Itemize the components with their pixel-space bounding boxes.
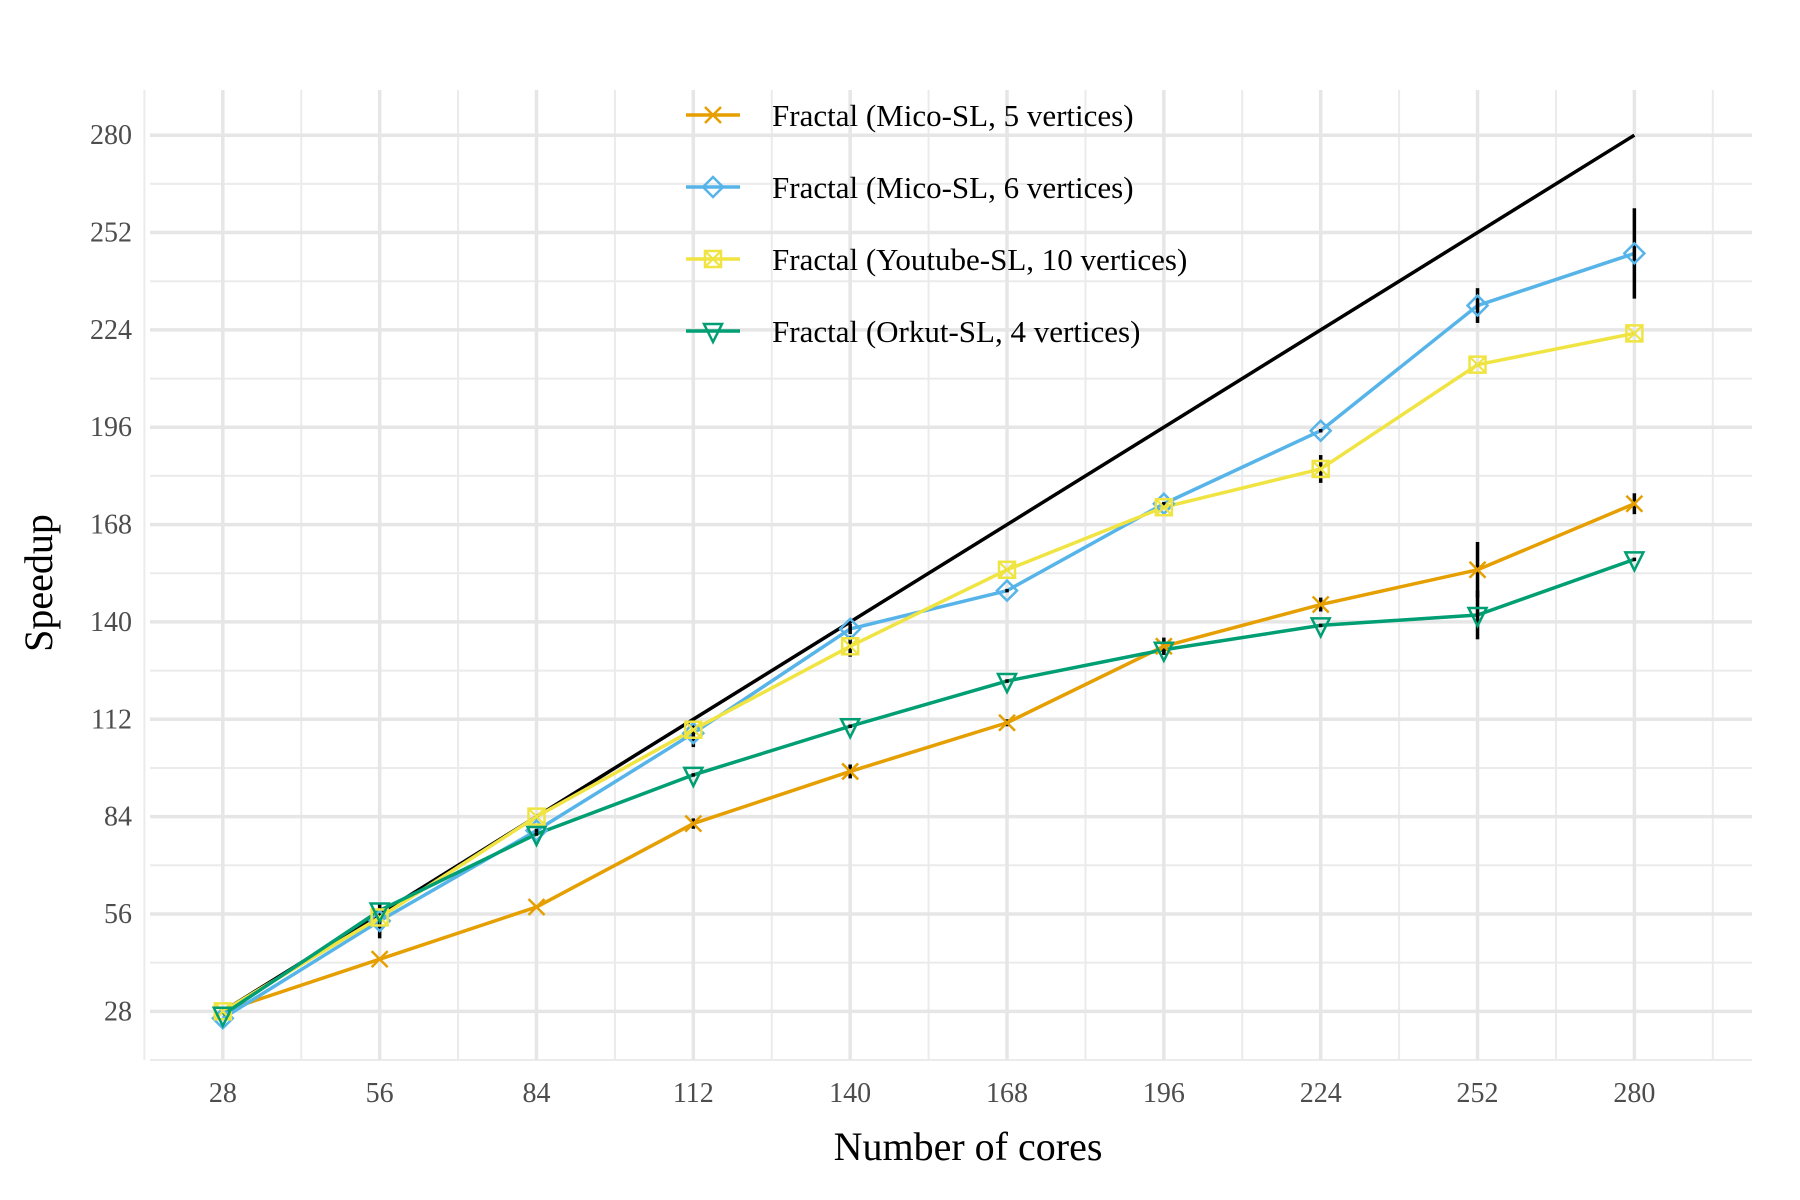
marker-triangle-down <box>1152 641 1175 664</box>
marker-x <box>1311 595 1330 614</box>
legend-label: Fractal (Orkut-SL, 4 vertices) <box>772 314 1140 349</box>
legend-item: Fractal (Mico-SL, 6 vertices) <box>686 170 1134 205</box>
x-tick-label: 252 <box>1457 1078 1499 1109</box>
marker-triangle-down <box>525 825 548 848</box>
legend: Fractal (Mico-SL, 5 vertices) Fractal (Mi… <box>686 98 1187 349</box>
marker-square <box>1311 459 1330 479</box>
x-tick-label: 280 <box>1613 1078 1655 1109</box>
y-tick-label: 28 <box>104 996 132 1027</box>
y-tick-label: 56 <box>104 899 132 930</box>
marker-square <box>684 720 703 739</box>
y-tick-label: 280 <box>90 120 132 151</box>
x-tick-label: 140 <box>829 1078 871 1109</box>
marker-x <box>1625 494 1644 513</box>
marker-triangle-down <box>1623 551 1646 574</box>
marker-diamond <box>701 175 725 199</box>
marker-x <box>1468 560 1487 579</box>
marker-square <box>840 637 860 656</box>
legend-label: Fractal (Youtube-SL, 10 vertices) <box>772 242 1187 277</box>
legend-item: Fractal (Mico-SL, 5 vertices) <box>686 98 1134 133</box>
x-tick-label: 84 <box>522 1078 550 1109</box>
x-tick-label: 224 <box>1300 1078 1342 1109</box>
marker-square <box>997 560 1017 580</box>
marker-triangle-down <box>995 672 1019 695</box>
x-tick-label: 196 <box>1143 1078 1185 1109</box>
marker-diamond <box>995 578 1019 603</box>
marker-x <box>370 950 389 969</box>
x-tick-label: 112 <box>673 1078 714 1109</box>
x-tick-label: 28 <box>209 1078 237 1109</box>
x-tick-label: 56 <box>366 1078 394 1109</box>
series-line-x <box>222 502 1636 1013</box>
y-tick-label: 168 <box>90 510 132 541</box>
marker-square <box>1625 324 1644 343</box>
marker-square <box>527 807 546 826</box>
marker-diamond <box>1465 293 1490 318</box>
marker-triangle-down <box>1466 606 1489 629</box>
marker-x <box>684 814 703 833</box>
marker-square <box>703 249 723 269</box>
marker-triangle-down <box>368 902 391 925</box>
x-tick-label: 168 <box>986 1078 1028 1109</box>
x-axis-title: Number of cores <box>834 1124 1103 1169</box>
y-tick-label: 224 <box>90 315 132 346</box>
marker-triangle-down <box>682 766 705 789</box>
marker-diamond <box>1622 241 1647 266</box>
grid <box>143 90 1752 1061</box>
marker-x <box>704 106 722 124</box>
series-line-triangle-down <box>221 557 1635 1017</box>
marker-triangle-down <box>839 717 862 741</box>
marker-x <box>841 762 860 781</box>
series-line-square <box>221 331 1635 1013</box>
series-markers <box>211 241 1647 1031</box>
y-tick-label: 84 <box>104 802 132 833</box>
y-tick-label: 252 <box>90 218 132 249</box>
marker-triangle-down <box>1309 617 1332 640</box>
y-tick-label: 140 <box>90 607 132 638</box>
marker-diamond <box>681 721 706 745</box>
legend-item: Fractal (Orkut-SL, 4 vertices) <box>686 314 1140 349</box>
marker-square <box>1154 497 1174 517</box>
marker-square <box>1468 355 1487 374</box>
marker-triangle-down <box>211 1006 234 1029</box>
y-tick-label: 112 <box>91 704 132 735</box>
marker-x <box>527 898 546 916</box>
legend-item: Fractal (Youtube-SL, 10 vertices) <box>686 242 1187 277</box>
y-tick-label: 196 <box>90 412 132 443</box>
marker-triangle-down <box>701 322 725 345</box>
legend-label: Fractal (Mico-SL, 6 vertices) <box>772 170 1134 205</box>
y-axis-title: Speedup <box>16 514 61 652</box>
marker-diamond <box>367 909 392 933</box>
marker-diamond <box>1308 418 1333 443</box>
legend-label: Fractal (Mico-SL, 5 vertices) <box>772 98 1134 133</box>
series-lines <box>221 251 1636 1020</box>
marker-x <box>998 713 1016 732</box>
tick-labels: 28 56 84 112 140 168 196 224 252 280 28 56 84 112 140 1… <box>90 120 1655 1109</box>
